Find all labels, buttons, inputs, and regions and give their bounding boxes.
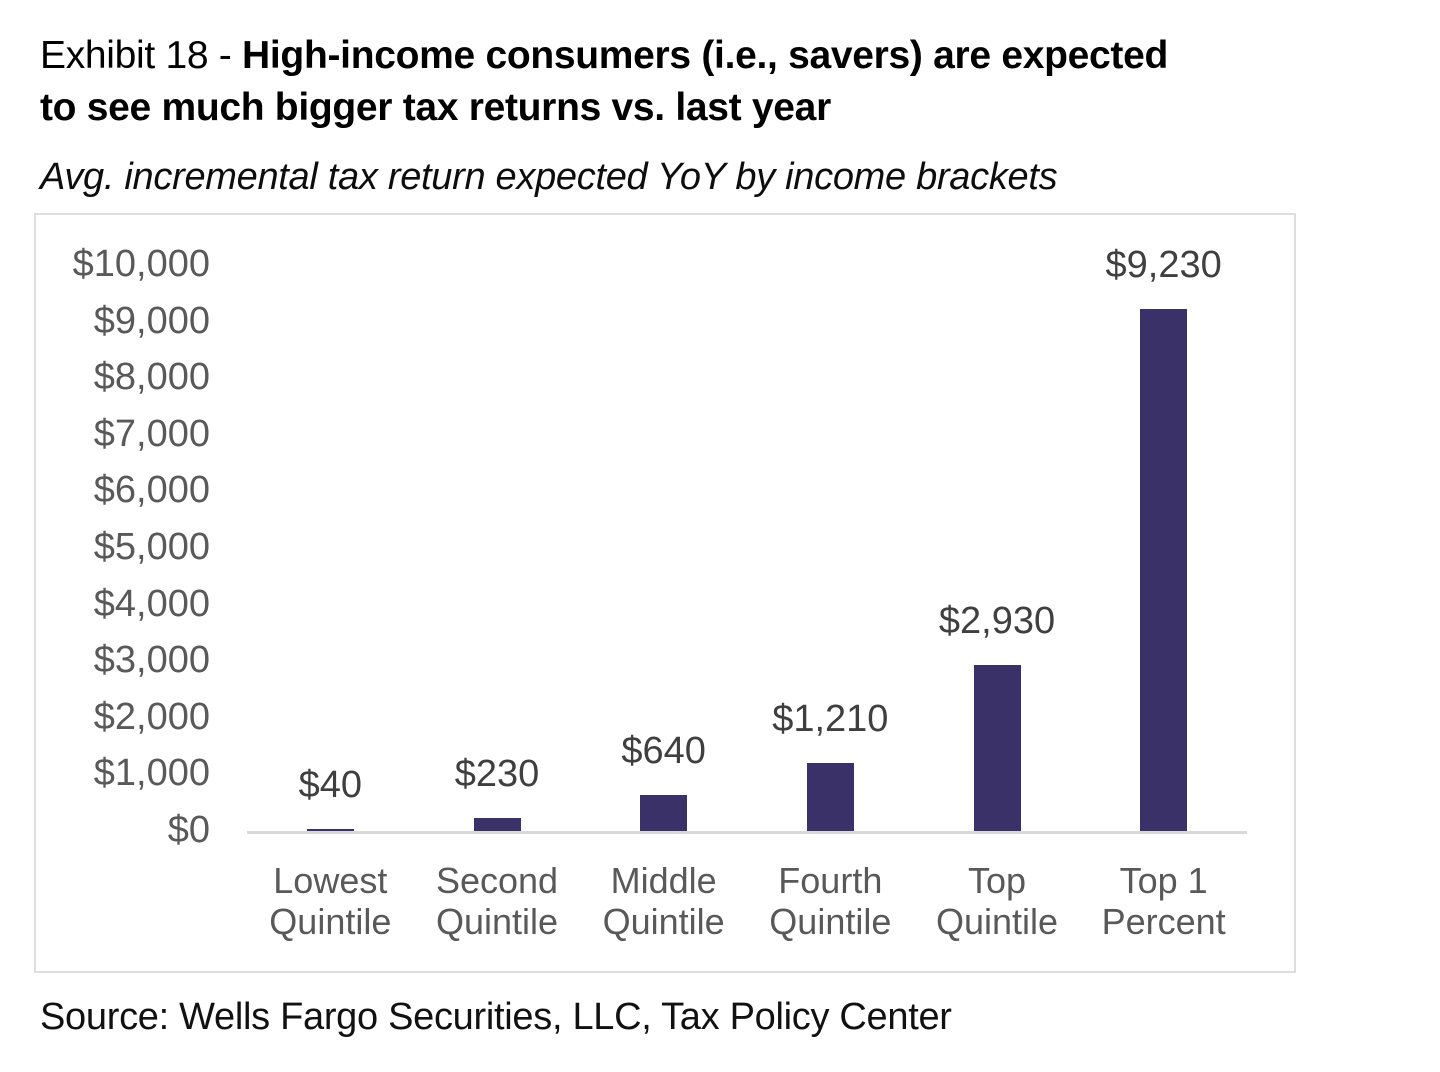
y-axis-tick-label: $4,000 (93, 582, 210, 625)
chart-title-line1: Exhibit 18 - High-income consumers (i.e.… (40, 30, 1420, 82)
y-axis-tick-label: $1,000 (93, 752, 210, 795)
x-axis-category-label: Second Quintile (435, 860, 559, 942)
chart-title-bold-line1: High-income consumers (i.e., savers) are… (242, 34, 1169, 77)
bar-value-label: $2,930 (938, 600, 1056, 642)
y-axis-tick-label: $10,000 (72, 243, 210, 285)
bar-value-label: $640 (621, 730, 706, 772)
bar-value-label: $1,210 (772, 698, 889, 740)
bar-value-label: $230 (454, 753, 540, 795)
x-axis-line (247, 831, 1247, 834)
chart-title-bold-line2: to see much bigger tax returns vs. last … (40, 86, 831, 129)
bar-lowest-quintile (306, 829, 354, 831)
x-axis-category-label: Lowest Quintile (269, 860, 392, 942)
y-axis-tick-label: $9,000 (93, 299, 210, 342)
chart-title: Exhibit 18 - High-income consumers (i.e.… (40, 30, 1420, 134)
y-axis-tick-label: $8,000 (93, 356, 210, 399)
x-axis-category-label: Top 1 Percent (1101, 860, 1226, 942)
bar-top-1-percent (1140, 309, 1188, 831)
bar-top-quintile (973, 665, 1021, 831)
chart-subtitle: Avg. incremental tax return expected YoY… (40, 156, 1058, 198)
bar-middle-quintile (640, 795, 688, 831)
bar-fourth-quintile (806, 763, 854, 831)
bar-value-label: $40 (298, 764, 363, 806)
source-note: Source: Wells Fargo Securities, LLC, Tax… (40, 996, 952, 1038)
exhibit-number-label: Exhibit 18 - (40, 34, 243, 77)
y-axis-tick-label: $2,000 (93, 695, 210, 738)
bar-second-quintile (473, 818, 521, 831)
x-axis-category-label: Top Quintile (935, 860, 1059, 942)
y-axis-tick-label: $5,000 (93, 526, 210, 568)
chart-panel: $0 $1,000 $2,000 $3,000 $4,000 $5,000 $6,000 $7… (34, 213, 1296, 973)
y-axis-tick-label: $3,000 (93, 639, 210, 682)
bar-value-label: $9,230 (1105, 244, 1222, 286)
y-axis-tick-label: $6,000 (93, 469, 210, 512)
y-axis-tick-label: $0 (167, 809, 210, 851)
plot-area: $40 $230 $640 $1,210 $2,930 $9,230 (247, 215, 1247, 834)
x-axis-category-label: Fourth Quintile (769, 860, 892, 942)
x-axis-category-label: Middle Quintile (602, 860, 725, 942)
y-axis-tick-label: $7,000 (93, 412, 210, 455)
